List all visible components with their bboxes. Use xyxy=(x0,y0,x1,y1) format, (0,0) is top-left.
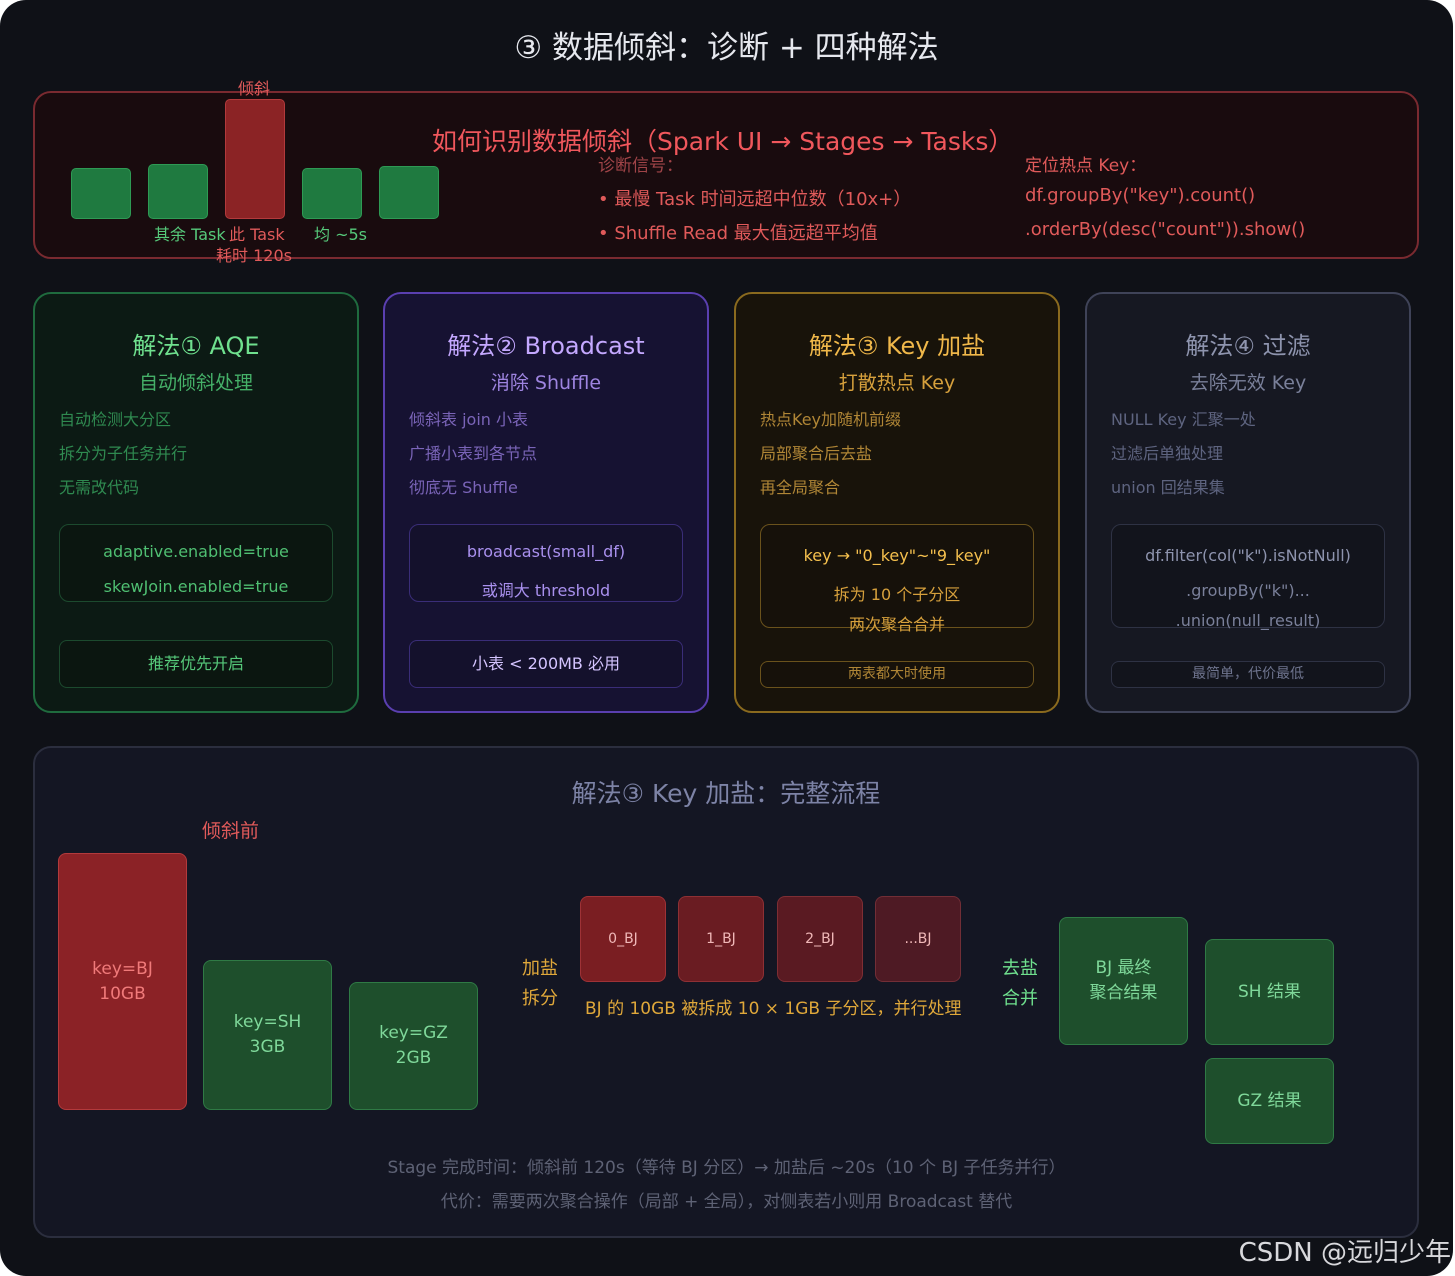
code-line: .groupBy("k")... xyxy=(1186,581,1310,600)
card-title: 解法① AQE xyxy=(132,332,260,360)
label-hot-duration: 耗时 120s xyxy=(216,246,292,265)
code-box: adaptive.enabled=true skewJoin.enabled=t… xyxy=(59,524,333,602)
locate-code-line: df.groupBy("key").count() xyxy=(1025,185,1256,206)
signals-title: 诊断信号： xyxy=(598,156,683,176)
code-line: 或调大 threshold xyxy=(481,581,611,600)
sh-result: SH 结果 xyxy=(1205,939,1334,1045)
partition-size: 10GB xyxy=(99,983,146,1004)
code-box: broadcast(small_df) 或调大 threshold xyxy=(409,524,683,602)
page-title: ③ 数据倾斜：诊断 + 四种解法 xyxy=(514,30,939,66)
salt-split-label: 加盐 拆分 xyxy=(522,954,558,1014)
cost-note: 代价：需要两次聚合操作（局部 + 全局），对侧表若小则用 Broadcast 替… xyxy=(440,1192,1013,1212)
card-item: NULL Key 汇聚一处 xyxy=(1111,410,1256,429)
task-bar-skewed xyxy=(225,99,285,219)
card-subtitle: 消除 Shuffle xyxy=(490,372,602,394)
requirement-tag: 小表 < 200MB 必用 xyxy=(409,640,683,688)
card-item: 拆分为子任务并行 xyxy=(59,444,188,463)
desalt-merge-label: 去盐 合并 xyxy=(1002,954,1038,1014)
card-item: 广播小表到各节点 xyxy=(409,444,538,463)
partition-key: key=SH xyxy=(233,1012,302,1032)
code-line: df.filter(col("k").isNotNull) xyxy=(1145,546,1351,565)
gz-result: GZ 结果 xyxy=(1205,1058,1334,1144)
code-line: skewJoin.enabled=true xyxy=(103,577,289,596)
sub-partition: 2_BJ xyxy=(777,896,863,982)
card-item: 彻底无 Shuffle xyxy=(409,478,518,497)
solution-card-filter: 解法④ 过滤 去除无效 Key NULL Key 汇聚一处 过滤后单独处理 un… xyxy=(1085,292,1411,713)
label-hot-task: 此 Task xyxy=(229,225,285,244)
partition-bj: key=BJ 10GB xyxy=(58,853,187,1110)
cost-tag: 最简单，代价最低 xyxy=(1111,661,1385,688)
code-line: broadcast(small_df) xyxy=(466,542,626,561)
card-subtitle: 打散热点 Key xyxy=(838,372,956,394)
recommend-tag: 推荐优先开启 xyxy=(59,640,333,688)
label-other-tasks: 其余 Task xyxy=(154,225,226,244)
split-caption: BJ 的 10GB 被拆成 10 × 1GB 子分区，并行处理 xyxy=(585,999,962,1019)
salt-label-line: 拆分 xyxy=(522,988,558,1009)
result-line: BJ 最终 xyxy=(1095,958,1152,978)
signal-item: • Shuffle Read 最大值远超平均值 xyxy=(598,223,878,244)
code-line: .union(null_result) xyxy=(1175,611,1321,630)
card-item: union 回结果集 xyxy=(1111,478,1225,497)
partition-sh: key=SH 3GB xyxy=(203,960,332,1110)
partition-key: key=GZ xyxy=(379,1023,448,1043)
sub-partition: ...BJ xyxy=(875,896,961,982)
before-skew-label: 倾斜前 xyxy=(202,820,260,842)
salt-label-line: 加盐 xyxy=(522,958,558,979)
card-title: 解法③ Key 加盐 xyxy=(808,332,986,360)
solution-card-aqe: 解法① AQE 自动倾斜处理 自动检测大分区 拆分为子任务并行 无需改代码 ad… xyxy=(33,292,359,713)
solution-card-salting: 解法③ Key 加盐 打散热点 Key 热点Key加随机前缀 局部聚合后去盐 再… xyxy=(734,292,1060,713)
task-bar-normal xyxy=(148,164,208,219)
final-bj-result: BJ 最终 聚合结果 xyxy=(1059,917,1188,1045)
card-item: 过滤后单独处理 xyxy=(1111,444,1224,463)
partition-gz: key=GZ 2GB xyxy=(349,982,478,1110)
diagnosis-heading: 如何识别数据倾斜（Spark UI → Stages → Tasks） xyxy=(432,127,1014,156)
code-line: adaptive.enabled=true xyxy=(103,542,289,561)
card-title: 解法② Broadcast xyxy=(447,332,645,360)
card-subtitle: 去除无效 Key xyxy=(1189,372,1307,394)
solution-card-broadcast: 解法② Broadcast 消除 Shuffle 倾斜表 join 小表 广播小… xyxy=(383,292,709,713)
card-item: 热点Key加随机前缀 xyxy=(760,410,902,429)
partition-size: 2GB xyxy=(395,1048,432,1068)
task-bar-normal xyxy=(379,166,439,219)
skew-label: 倾斜 xyxy=(238,79,271,98)
partition-size: 3GB xyxy=(249,1037,286,1057)
task-bar-normal xyxy=(71,168,131,219)
code-line: 两次聚合合并 xyxy=(848,615,945,634)
flow-title: 解法③ Key 加盐：完整流程 xyxy=(571,779,881,808)
card-item: 倾斜表 join 小表 xyxy=(409,410,528,429)
card-subtitle: 自动倾斜处理 xyxy=(138,372,253,394)
card-item: 局部聚合后去盐 xyxy=(760,444,873,463)
task-bar-normal xyxy=(302,168,362,219)
label-average: 均 ~5s xyxy=(314,225,368,244)
locate-code-line: .orderBy(desc("count")).show() xyxy=(1025,219,1306,240)
code-line: key → "0_key"~"9_key" xyxy=(803,546,991,565)
stage-time-note: Stage 完成时间：倾斜前 120s（等待 BJ 分区）→ 加盐后 ~20s（… xyxy=(387,1158,1066,1178)
sub-partition: 1_BJ xyxy=(678,896,764,982)
card-item: 自动检测大分区 xyxy=(59,410,172,429)
card-item: 再全局聚合 xyxy=(760,478,841,497)
sub-partition: 0_BJ xyxy=(580,896,666,982)
usage-tag: 两表都大时使用 xyxy=(760,661,1034,688)
desalt-label-line: 去盐 xyxy=(1002,958,1038,979)
locate-title: 定位热点 Key： xyxy=(1025,156,1147,176)
code-line: 拆为 10 个子分区 xyxy=(833,585,961,604)
card-title: 解法④ 过滤 xyxy=(1185,332,1311,360)
result-line: 聚合结果 xyxy=(1089,983,1158,1003)
signal-item: • 最慢 Task 时间远超中位数（10x+） xyxy=(598,189,912,210)
watermark: CSDN @远归少年 xyxy=(1238,1238,1451,1268)
card-item: 无需改代码 xyxy=(59,478,140,497)
partition-key: key=BJ xyxy=(92,958,153,979)
code-box: key → "0_key"~"9_key" 拆为 10 个子分区 两次聚合合并 xyxy=(760,524,1034,634)
desalt-label-line: 合并 xyxy=(1002,988,1038,1009)
code-box: df.filter(col("k").isNotNull) .groupBy("… xyxy=(1111,524,1385,630)
